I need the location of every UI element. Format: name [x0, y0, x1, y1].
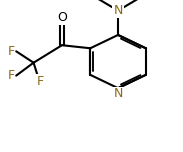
Text: O: O [57, 11, 67, 24]
Text: F: F [8, 45, 15, 58]
Text: N: N [113, 87, 123, 100]
Text: N: N [113, 4, 123, 17]
Text: F: F [8, 69, 15, 82]
Text: F: F [36, 75, 44, 88]
